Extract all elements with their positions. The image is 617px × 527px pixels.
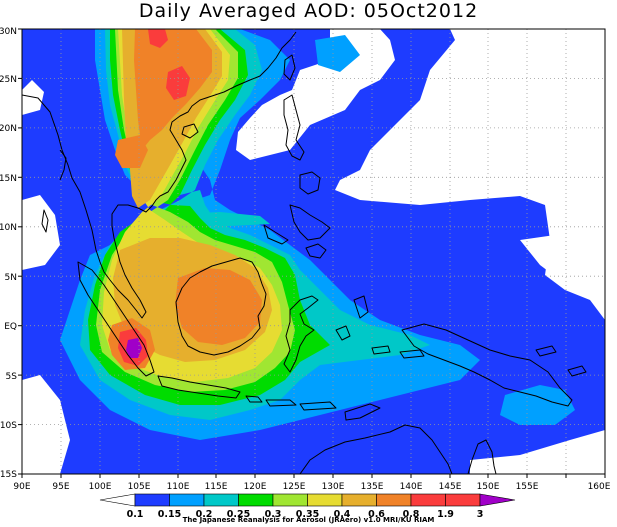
colorbar-label: 0.25 (227, 509, 250, 520)
lat-label: 5N (5, 273, 17, 283)
colorbar-cell (341, 493, 377, 507)
colorbar-cell (134, 493, 170, 507)
colorbar: 0.1 0.15 0.2 0.25 0.3 0.35 0.4 0.6 0.8 1… (99, 493, 516, 520)
lat-label: 15N (0, 174, 17, 184)
colorbar-cell (238, 493, 274, 507)
lon-label: 90E (13, 482, 30, 492)
colorbar-label: 0.3 (265, 509, 282, 520)
map-frame (21, 28, 606, 475)
colorbar-cell (169, 493, 205, 507)
lat-label: 20N (0, 124, 17, 134)
lat-axis-labels: 30N 25N 20N 15N 10N 5N EQ 5S 10S 15S (0, 27, 17, 480)
colorbar-label: 0.6 (368, 509, 385, 520)
lat-label: 15S (0, 470, 17, 480)
colorbar-label: 3 (477, 509, 484, 520)
colorbar-label: 0.1 (127, 509, 144, 520)
colorbar-cell (445, 493, 481, 507)
coastlines (22, 31, 587, 474)
data-source-credit: The Japanese Reanalysis for Aerosol (JRA… (182, 516, 435, 524)
lat-label: 25N (0, 75, 17, 85)
lat-label: 5S (6, 372, 18, 382)
lon-label: 130E (322, 482, 345, 492)
colorbar-cell (479, 493, 516, 507)
lon-label: 100E (89, 482, 112, 492)
colorbar-cell (410, 493, 446, 507)
colorbar-label: 0.8 (403, 509, 420, 520)
lat-label: 10N (0, 223, 17, 233)
lon-label: 125E (283, 482, 306, 492)
lat-label: 10S (0, 421, 17, 431)
colorbar-label: 1.9 (437, 509, 454, 520)
colorbar-label: 0.35 (296, 509, 319, 520)
lon-label: 150E (477, 482, 500, 492)
colorbar-label: 0.2 (196, 509, 213, 520)
colorbar-cell (99, 493, 136, 507)
tick-marks (18, 28, 606, 478)
aod-field (22, 29, 605, 474)
map-title: Daily Averaged AOD: 05Oct2012 (138, 0, 479, 22)
lon-axis-labels: 90E 95E 100E 105E 110E 115E 120E 125E 13… (13, 482, 610, 492)
colorbar-cell (376, 493, 412, 507)
lat-label: 30N (0, 27, 17, 37)
colorbar-label: 0.15 (158, 509, 181, 520)
colorbar-cell (203, 493, 239, 507)
lat-label: EQ (4, 322, 17, 332)
lon-label: 115E (205, 482, 228, 492)
lon-label: 95E (52, 482, 69, 492)
lon-label: 145E (439, 482, 462, 492)
lon-label: 140E (400, 482, 423, 492)
lon-label: 155E (516, 482, 539, 492)
lon-label: 160E (588, 482, 611, 492)
lon-label: 135E (361, 482, 384, 492)
colorbar-label: 0.4 (334, 509, 351, 520)
colorbar-cell (307, 493, 343, 507)
colorbar-cell (272, 493, 308, 507)
lon-label: 105E (128, 482, 151, 492)
lon-label: 120E (244, 482, 267, 492)
lon-label: 110E (167, 482, 190, 492)
